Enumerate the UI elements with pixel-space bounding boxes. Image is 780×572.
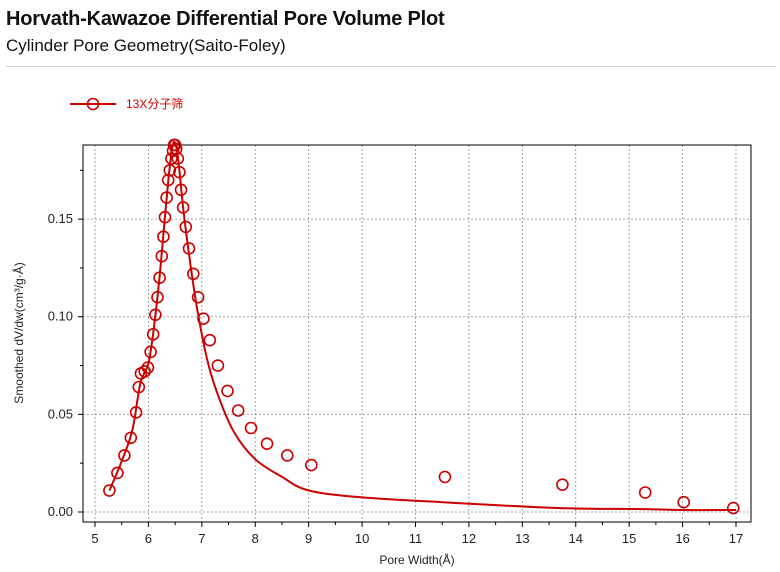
data-point xyxy=(165,152,178,165)
data-point xyxy=(158,210,172,224)
series-markers xyxy=(103,138,740,515)
x-tick-label: 11 xyxy=(409,531,423,546)
data-point xyxy=(155,249,169,263)
data-point xyxy=(118,449,131,462)
data-point xyxy=(638,486,652,499)
x-tick-label: 9 xyxy=(305,531,312,546)
data-point xyxy=(103,484,116,497)
x-tick-label: 5 xyxy=(91,531,98,546)
y-axis: 0.00 0.05 0.10 0.15 xyxy=(48,169,83,519)
data-point xyxy=(677,495,691,509)
data-point xyxy=(138,365,151,378)
data-point xyxy=(197,312,210,326)
data-point xyxy=(161,173,175,187)
y-axis-label: Smoothed dV/dw(cm³/g·Å) xyxy=(11,262,26,403)
data-point xyxy=(260,437,274,451)
data-point xyxy=(149,308,162,322)
x-tick-label: 8 xyxy=(252,531,259,546)
y-tick-label: 0.10 xyxy=(48,309,73,324)
data-point xyxy=(111,466,124,480)
data-point xyxy=(141,361,155,374)
plot-frame xyxy=(82,144,752,523)
chart-title: Horvath-Kawazoe Differential Pore Volume… xyxy=(6,8,445,30)
data-point xyxy=(129,406,143,419)
data-point xyxy=(211,359,225,372)
chart-subtitle: Cylinder Pore Geometry(Saito-Foley) xyxy=(6,36,286,55)
y-tick-label: 0.15 xyxy=(48,211,73,226)
data-point xyxy=(726,501,740,515)
x-tick-label: 7 xyxy=(198,531,205,546)
x-tick-label: 17 xyxy=(729,531,743,546)
x-tick-label: 13 xyxy=(515,531,529,546)
data-point xyxy=(176,201,190,214)
x-tick-label: 15 xyxy=(622,531,636,546)
x-tick-label: 16 xyxy=(675,531,689,546)
data-point xyxy=(304,458,318,472)
x-tick-label: 6 xyxy=(145,531,152,546)
data-point xyxy=(174,183,188,197)
x-tick-label: 12 xyxy=(462,531,476,546)
data-point xyxy=(163,164,177,177)
data-point xyxy=(203,333,217,347)
data-point xyxy=(160,191,173,204)
data-point xyxy=(221,384,234,398)
data-point xyxy=(157,230,170,243)
data-point xyxy=(182,242,196,255)
data-point xyxy=(231,404,245,417)
y-tick-label: 0.05 xyxy=(48,406,73,421)
data-point xyxy=(169,142,183,156)
data-point xyxy=(146,327,160,341)
x-axis: 5 6 7 8 9 10 11 12 13 14 15 16 17 xyxy=(91,522,743,546)
y-tick-label: 0.00 xyxy=(48,504,73,519)
data-point xyxy=(179,220,193,234)
data-point xyxy=(151,290,164,304)
data-point xyxy=(244,421,258,435)
series-line xyxy=(108,140,737,512)
data-point xyxy=(171,152,185,165)
title-divider xyxy=(6,66,776,67)
data-point xyxy=(556,478,569,492)
data-point xyxy=(438,470,452,484)
data-point xyxy=(280,449,294,462)
data-point xyxy=(173,165,186,179)
x-tick-label: 14 xyxy=(569,531,583,546)
legend-marker xyxy=(86,97,100,111)
data-point xyxy=(187,267,200,281)
legend-label: 13X分子筛 xyxy=(126,96,183,111)
data-point xyxy=(153,271,166,285)
x-tick-label: 10 xyxy=(355,531,369,546)
data-point xyxy=(191,290,205,304)
data-point xyxy=(124,431,138,445)
x-axis-label: Pore Width(Å) xyxy=(379,552,454,567)
legend: 13X分子筛 xyxy=(70,96,183,111)
data-point xyxy=(132,380,146,394)
data-point xyxy=(144,345,157,359)
